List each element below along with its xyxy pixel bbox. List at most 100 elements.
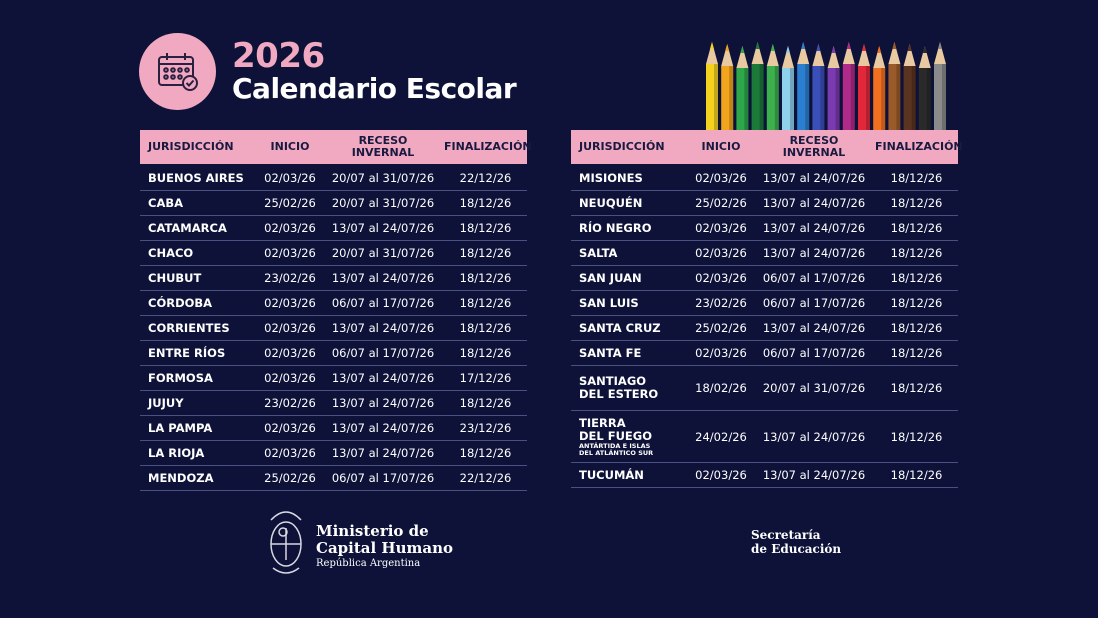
start-date-cell: 25/02/26	[264, 196, 316, 210]
winter-break-cell: 13/07 al 24/07/26	[331, 396, 435, 410]
start-date-cell: 23/02/26	[264, 271, 316, 285]
jurisdiction-cell: CORRIENTES	[148, 320, 230, 335]
winter-break-cell: 20/07 al 31/07/26	[762, 381, 866, 395]
pencil	[934, 42, 946, 130]
winter-break-cell: 13/07 al 24/07/26	[762, 429, 866, 444]
jurisdiction-cell: SANTA FE	[579, 345, 642, 360]
start-date-cell: 25/02/26	[695, 321, 747, 335]
table-row: CHACO 02/03/26 20/07 al 31/07/26 18/12/2…	[140, 241, 527, 266]
column-header: JURISDICCIÓN	[148, 140, 234, 153]
end-date-cell: 17/12/26	[459, 371, 512, 385]
column-header: INICIO	[270, 140, 310, 153]
calendar-check-icon	[158, 53, 198, 91]
column-header: FINALIZACIÓN	[875, 140, 963, 153]
table-row: NEUQUÉN 25/02/26 13/07 al 24/07/26 18/12…	[571, 191, 958, 216]
column-header: FINALIZACIÓN	[444, 140, 532, 153]
start-date-cell: 24/02/26	[695, 429, 747, 444]
column-header: INICIO	[701, 140, 741, 153]
end-date-cell: 18/12/26	[459, 221, 512, 235]
pencil	[766, 44, 779, 130]
pencil	[842, 42, 855, 130]
start-date-cell: 02/03/26	[695, 468, 747, 482]
table-row: SAN LUIS 23/02/26 06/07 al 17/07/26 18/1…	[571, 291, 958, 316]
end-date-cell: 18/12/26	[459, 246, 512, 260]
table-row: CÓRDOBA 02/03/26 06/07 al 17/07/26 18/12…	[140, 291, 527, 316]
jurisdiction-cell: NEUQUÉN	[579, 195, 643, 210]
end-date-cell: 18/12/26	[890, 271, 943, 285]
jurisdiction-cell: CÓRDOBA	[148, 295, 213, 310]
end-date-cell: 18/12/26	[890, 346, 943, 360]
winter-break-cell: 13/07 al 24/07/26	[762, 221, 866, 235]
end-date-cell: 18/12/26	[890, 246, 943, 260]
calendar-table-right: JURISDICCIÓN INICIO RECESO INVERNAL FINALIZ…	[571, 130, 963, 488]
pencil	[736, 46, 749, 130]
pencil	[812, 44, 825, 130]
table-row: FORMOSA 02/03/26 13/07 al 24/07/26 17/12…	[140, 366, 527, 391]
table-row: LA PAMPA 02/03/26 13/07 al 24/07/26 23/1…	[140, 416, 527, 441]
table-row: TIERRA DEL FUEGO ANTÁRTIDA E ISLAS DEL ATLÁ…	[571, 411, 958, 463]
pencil	[858, 44, 870, 130]
winter-break-cell: 13/07 al 24/07/26	[762, 468, 866, 482]
end-date-cell: 18/12/26	[890, 429, 943, 444]
column-header: JURISDICCIÓN	[579, 140, 665, 153]
end-date-cell: 18/12/26	[890, 468, 943, 482]
start-date-cell: 23/02/26	[264, 396, 316, 410]
winter-break-cell: 06/07 al 17/07/26	[762, 346, 866, 360]
table-row: RÍO NEGRO 02/03/26 13/07 al 24/07/26 18/…	[571, 216, 958, 241]
table-row: BUENOS AIRES 02/03/26 20/07 al 31/07/26 …	[140, 166, 527, 191]
jurisdiction-cell: SAN JUAN	[579, 270, 642, 285]
end-date-cell: 18/12/26	[890, 171, 943, 185]
calendar-badge	[139, 33, 216, 110]
jurisdiction-cell: SANTIAGO DEL ESTERO	[579, 374, 659, 401]
jurisdiction-cell: SALTA	[579, 245, 618, 260]
secretaria-line1: Secretaría	[751, 528, 821, 542]
start-date-cell: 25/02/26	[264, 471, 316, 485]
ministry-name-line1: Ministerio de	[316, 522, 429, 540]
jurisdiction-subtitle: ANTÁRTIDA E ISLAS DEL ATLÁNTICO SUR	[579, 441, 654, 457]
table-row: JUJUY 23/02/26 13/07 al 24/07/26 18/12/2…	[140, 391, 527, 416]
table-row: SAN JUAN 02/03/26 06/07 al 17/07/26 18/1…	[571, 266, 958, 291]
jurisdiction-cell: SAN LUIS	[579, 295, 639, 310]
coat-of-arms-icon	[270, 511, 302, 574]
winter-break-cell: 20/07 al 31/07/26	[331, 171, 435, 185]
start-date-cell: 18/02/26	[695, 381, 747, 395]
jurisdiction-cell: MENDOZA	[148, 470, 214, 485]
page-title: Calendario Escolar	[232, 72, 517, 105]
jurisdiction-cell: FORMOSA	[148, 370, 213, 385]
start-date-cell: 02/03/26	[264, 421, 316, 435]
end-date-cell: 18/12/26	[890, 221, 943, 235]
jurisdiction-cell: ENTRE RÍOS	[148, 345, 226, 360]
winter-break-cell: 06/07 al 17/07/26	[331, 346, 435, 360]
winter-break-cell: 13/07 al 24/07/26	[331, 321, 435, 335]
pencil	[706, 42, 718, 130]
end-date-cell: 18/12/26	[459, 346, 512, 360]
table-header: JURISDICCIÓN INICIO RECESO INVERNAL FINALIZ…	[140, 130, 532, 164]
start-date-cell: 02/03/26	[695, 271, 747, 285]
column-header: RECESO INVERNAL	[351, 134, 415, 159]
pencil	[888, 42, 901, 130]
table-row: CABA 25/02/26 20/07 al 31/07/26 18/12/26	[140, 191, 527, 216]
end-date-cell: 18/12/26	[459, 196, 512, 210]
start-date-cell: 02/03/26	[264, 246, 316, 260]
column-header: RECESO INVERNAL	[782, 134, 846, 159]
calendar-table-left: JURISDICCIÓN INICIO RECESO INVERNAL FINALIZ…	[140, 130, 532, 491]
table-row: SANTA FE 02/03/26 06/07 al 17/07/26 18/1…	[571, 341, 958, 366]
jurisdiction-cell: CATAMARCA	[148, 220, 227, 235]
winter-break-cell: 13/07 al 24/07/26	[331, 371, 435, 385]
end-date-cell: 22/12/26	[459, 171, 512, 185]
table-row: CORRIENTES 02/03/26 13/07 al 24/07/26 18…	[140, 316, 527, 341]
winter-break-cell: 13/07 al 24/07/26	[331, 446, 435, 460]
start-date-cell: 02/03/26	[264, 171, 316, 185]
end-date-cell: 18/12/26	[459, 296, 512, 310]
table-row: MENDOZA 25/02/26 06/07 al 17/07/26 22/12…	[140, 466, 527, 491]
start-date-cell: 25/02/26	[695, 196, 747, 210]
table-row: TUCUMÁN 02/03/26 13/07 al 24/07/26 18/12…	[571, 463, 958, 488]
table-row: LA RIOJA 02/03/26 13/07 al 24/07/26 18/1…	[140, 441, 527, 466]
start-date-cell: 02/03/26	[695, 246, 747, 260]
ministry-name-line2: Capital Humano	[316, 539, 453, 557]
winter-break-cell: 13/07 al 24/07/26	[331, 271, 435, 285]
end-date-cell: 18/12/26	[459, 396, 512, 410]
jurisdiction-cell: LA RIOJA	[148, 445, 205, 460]
table-row: SALTA 02/03/26 13/07 al 24/07/26 18/12/2…	[571, 241, 958, 266]
winter-break-cell: 06/07 al 17/07/26	[762, 296, 866, 310]
